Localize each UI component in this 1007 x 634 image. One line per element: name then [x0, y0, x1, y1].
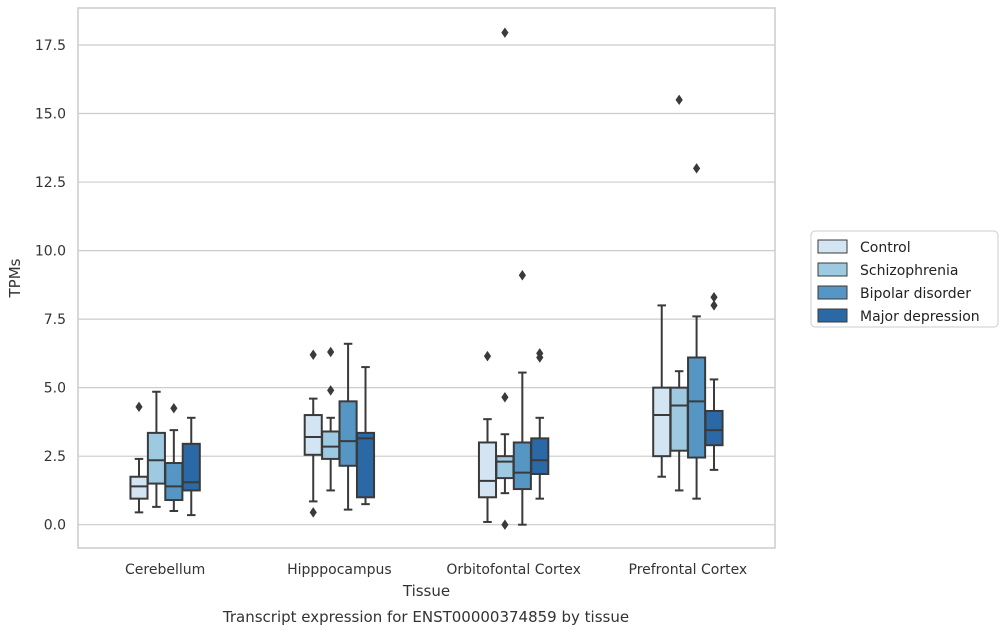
- y-tick-label: 2.5: [44, 449, 66, 465]
- box-group: [477, 350, 498, 523]
- outlier-point: [327, 385, 335, 396]
- y-tick-label: 5.0: [44, 381, 66, 397]
- x-tick-label: Hipppocampus: [287, 562, 392, 578]
- y-tick-label: 15.0: [35, 107, 66, 123]
- box-group: [164, 403, 184, 512]
- outlier-point: [170, 403, 178, 414]
- outlier-point: [483, 350, 492, 362]
- legend-label: Control: [860, 240, 911, 256]
- legend-swatch: [817, 285, 848, 300]
- outlier-point: [309, 507, 317, 518]
- box-group: [495, 27, 515, 530]
- outlier-point: [518, 270, 526, 281]
- y-tick-labels: 0.0 2.5 5.0 7.5 10.0 12.5 15.0 17.5: [35, 38, 66, 534]
- box-group: [146, 390, 166, 508]
- outlier-point: [309, 349, 317, 360]
- legend-label: Major depression: [860, 309, 980, 325]
- outlier-point: [692, 163, 701, 174]
- series-bipolar-disorder: [164, 163, 707, 526]
- outlier-point: [501, 27, 509, 38]
- legend-item: Bipolar disorder: [817, 285, 971, 302]
- x-tick-label: Cerebellum: [125, 562, 205, 578]
- figure-caption: Transcript expression for ENST0000037485…: [222, 608, 629, 626]
- x-axis-label: Tissue: [402, 582, 450, 600]
- series-schizophrenia: [146, 27, 689, 530]
- outlier-point: [501, 519, 509, 530]
- box: [512, 441, 532, 491]
- box-group: [669, 94, 689, 492]
- legend-frame: [810, 230, 999, 328]
- box: [338, 400, 358, 467]
- legend-item: Control: [817, 239, 911, 256]
- box: [129, 475, 149, 500]
- outlier-point: [135, 401, 143, 413]
- box: [495, 455, 515, 480]
- outlier-point: [327, 346, 335, 358]
- box: [146, 431, 166, 485]
- box-group: [355, 366, 376, 506]
- box: [321, 430, 341, 460]
- box: [704, 409, 724, 447]
- plot-frame: [77, 7, 776, 549]
- outlier-point: [710, 300, 718, 311]
- box: [181, 442, 201, 492]
- outlier-point: [501, 392, 509, 403]
- box: [355, 431, 376, 499]
- outlier-point: [536, 352, 544, 363]
- box-group: [512, 270, 532, 526]
- legend-item: Major depression: [817, 308, 980, 325]
- y-tick-label: 7.5: [44, 312, 66, 328]
- legend: Control Schizophrenia Bipolar disorder Majo…: [810, 230, 999, 328]
- box: [530, 437, 550, 475]
- y-tick-label: 17.5: [35, 38, 66, 54]
- box-group: [704, 291, 724, 471]
- box-group: [652, 304, 672, 478]
- box-group: [303, 349, 323, 518]
- outlier-point: [675, 94, 683, 106]
- y-tick-label: 10.0: [35, 244, 66, 260]
- legend-swatch: [817, 308, 848, 323]
- box: [669, 386, 689, 452]
- box: [652, 386, 672, 458]
- legend-label: Bipolar disorder: [860, 286, 971, 302]
- outlier-point: [710, 291, 718, 303]
- box-group: [321, 346, 341, 492]
- box: [477, 441, 498, 499]
- legend-swatch: [817, 239, 848, 254]
- x-tick-label: Prefrontal Cortex: [629, 562, 748, 578]
- box: [164, 462, 184, 502]
- box-group: [338, 342, 358, 511]
- y-axis-label: TPMs: [6, 258, 24, 298]
- box-group: [530, 348, 550, 500]
- x-tick-labels: Cerebellum Hipppocampus Orbitofontal Corte…: [125, 562, 747, 578]
- box-group: [129, 401, 149, 514]
- box-series-layer: [129, 27, 724, 530]
- box-group: [181, 416, 201, 517]
- y-tick-label: 12.5: [35, 175, 66, 191]
- x-tick-label: Orbitofontal Cortex: [446, 562, 581, 578]
- legend-swatch: [817, 262, 848, 277]
- y-tick-label: 0.0: [44, 518, 66, 534]
- legend-item: Schizophrenia: [817, 262, 958, 279]
- series-control: [129, 304, 672, 523]
- series-major-depression: [181, 291, 724, 517]
- box-group: [687, 163, 707, 500]
- box: [687, 356, 707, 459]
- box: [303, 414, 323, 456]
- legend-label: Schizophrenia: [860, 263, 958, 279]
